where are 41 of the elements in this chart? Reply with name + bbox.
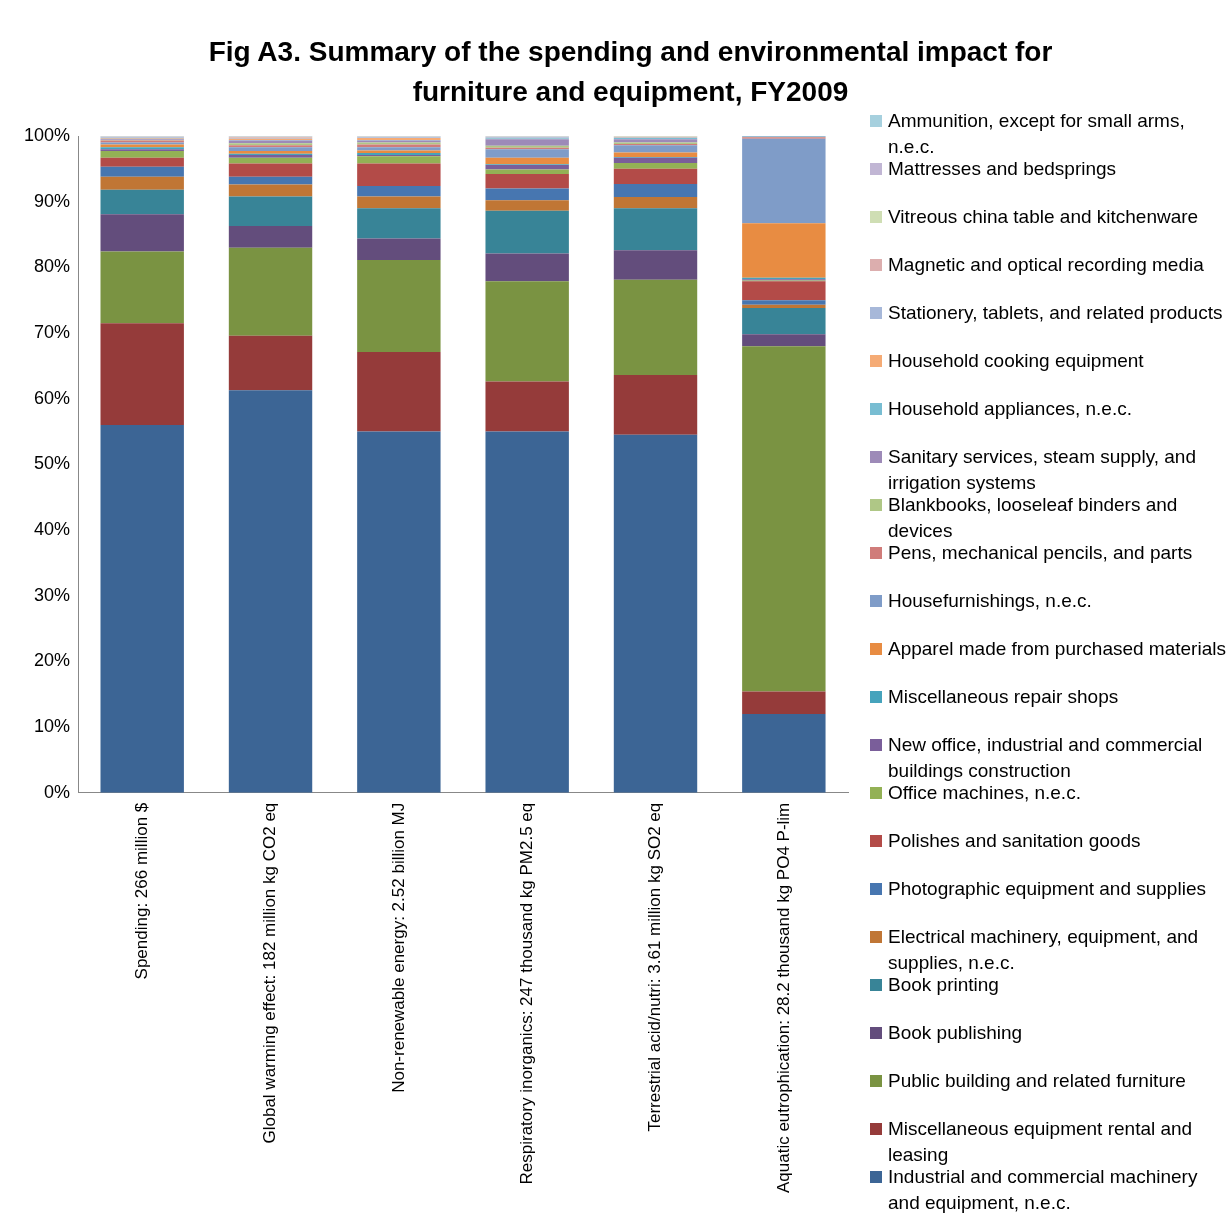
legend-label: Miscellaneous repair shops [888,686,1119,707]
y-tick-label: 0% [44,781,71,802]
legend-label: Blankbooks, looseleaf binders and devices [888,494,1178,541]
x-tick-label: Terrestrial acid/nutri: 3.61 million kg SO2 eq [645,802,665,1132]
legend-label: Household cooking equipment [888,350,1144,371]
legend-label: Miscellaneous equipment rental and leasing [888,1118,1193,1165]
y-tick-label: 10% [34,716,71,737]
legend-label: Mattresses and bedsprings [888,158,1117,179]
legend-label: Apparel made from purchased materials [888,638,1226,659]
legend-label: Office machines, n.e.c. [888,782,1081,803]
y-tick-label: 40% [34,519,71,539]
x-tick-label: Spending: 266 million $ [131,802,151,980]
legend-label: Photographic equipment and supplies [888,878,1206,899]
legend-label: Polishes and sanitation goods [888,830,1141,851]
y-tick-label: 60% [34,387,71,408]
legend-label: Electrical machinery, equipment, and supplies, n.e.c. [888,926,1199,973]
legend-label: Pens, mechanical pencils, and parts [888,542,1193,563]
x-tick-label: Global warming effect: 182 million kg CO2 eq [260,802,280,1144]
legend-label: Industrial and commercial machinery and equipment, n.e.c. [888,1166,1198,1213]
legend-label: Book publishing [888,1022,1023,1043]
x-tick-label: Aquatic eutrophication: 28.2 thousand kg PO4 P-lim [773,802,793,1194]
legend-label: Stationery, tablets, and related products [888,302,1223,323]
legend-label: Housefurnishings, n.e.c. [888,590,1092,611]
y-tick-label: 100% [23,124,71,145]
legend-label: Public building and related furniture [888,1070,1186,1091]
x-tick-label: Non-renewable energy: 2.52 billion MJ [388,802,408,1093]
y-tick-label: 50% [34,453,71,474]
x-tick-label: Respiratory inorganics: 247 thousand kg PM2.5 eq [516,802,536,1185]
legend-label: Magnetic and optical recording media [888,254,1204,275]
legend-label: New office, industrial and commercial buildings construction [888,734,1203,781]
legend-label: Ammunition, except for small arms, n.e.c. [888,110,1185,157]
y-tick-label: 80% [34,256,71,277]
legend-label: Book printing [888,974,999,995]
y-tick-label: 90% [34,190,71,211]
y-tick-label: 70% [34,321,71,342]
legend-label: Household appliances, n.e.c. [888,398,1132,419]
legend-label: Vitreous china table and kitchenware [888,206,1199,227]
legend-label: Sanitary services, steam supply, and irrigation systems [888,446,1197,493]
chart-title: Fig A3. Summary of the spending and environmental impact for furniture and equipment, FY2009 [208,36,1053,107]
y-tick-label: 20% [34,650,71,671]
y-tick-label: 30% [34,584,71,605]
